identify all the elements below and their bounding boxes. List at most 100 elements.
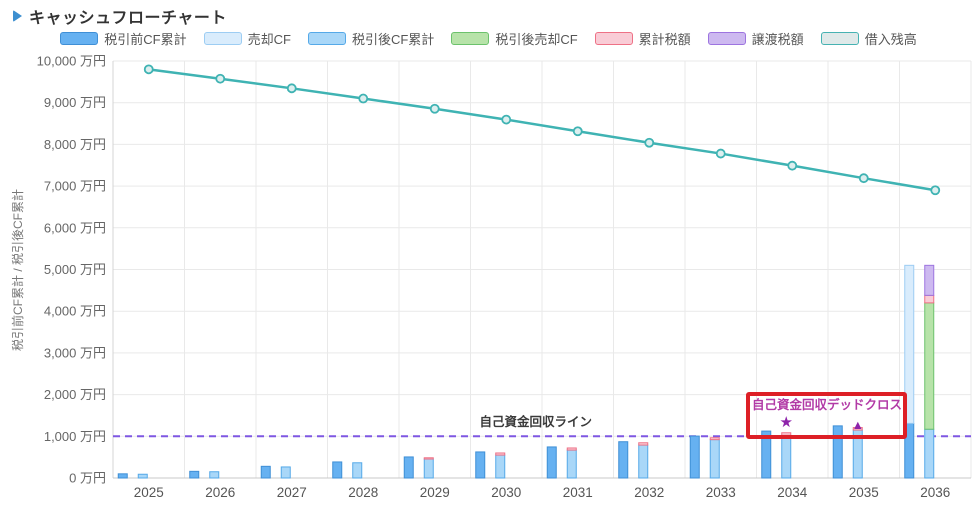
- bar-cumulative-tax-2030[interactable]: [495, 452, 506, 456]
- bar-cumulative-tax-2035[interactable]: [852, 427, 863, 431]
- legend-item-loan-balance[interactable]: 借入残高: [820, 29, 917, 48]
- bar-aftertax-cf-2034[interactable]: [781, 434, 792, 479]
- bar-pretax-cf-2035[interactable]: [832, 425, 843, 479]
- loan-balance-point-2035[interactable]: [858, 173, 869, 184]
- y-axis-title: 税引前CF累計 / 税引後CF累計: [10, 189, 25, 351]
- bar-aftertax-cf-2033[interactable]: [709, 439, 720, 479]
- legend-swatch-transfer-tax: [707, 32, 746, 45]
- dead-cross-star-icon: ★: [780, 414, 793, 431]
- legend-item-cumulative-tax[interactable]: 累計税額: [594, 29, 691, 48]
- x-tick-label: 2032: [634, 485, 664, 500]
- x-tick-label: 2028: [348, 485, 378, 500]
- loan-balance-point-2025[interactable]: [143, 64, 154, 75]
- legend-label: 累計税額: [638, 32, 691, 47]
- bar-pretax-cf-2029[interactable]: [403, 456, 414, 479]
- dead-cross-annotation-label: 自己資金回収デッドクロス: [752, 397, 902, 412]
- legend-swatch-sale-cf: [203, 32, 242, 45]
- legend-label: 税引前CF累計: [104, 32, 187, 47]
- y-tick-label: 9,000 万円: [44, 95, 106, 110]
- bar-cumulative-tax-2031[interactable]: [566, 447, 577, 451]
- legend-item-sale-cf[interactable]: 売却CF: [203, 29, 291, 48]
- loan-balance-point-2028[interactable]: [358, 93, 369, 104]
- x-tick-label: 2034: [777, 485, 808, 500]
- legend-item-pretax-cf[interactable]: 税引前CF累計: [60, 29, 187, 48]
- bar-transfer-tax-2036[interactable]: [924, 264, 935, 296]
- y-tick-label: 2,000 万円: [44, 387, 106, 402]
- legend-item-aftertax-cf[interactable]: 税引後CF累計: [307, 29, 434, 48]
- bar-pretax-cf-2027[interactable]: [260, 465, 271, 479]
- y-tick-label: 10,000 万円: [37, 54, 106, 69]
- legend-item-aftertax-sale-cf[interactable]: 税引後売却CF: [451, 29, 578, 48]
- page-header: キャッシュフローチャート: [13, 4, 227, 28]
- page-title: キャッシュフローチャート: [29, 10, 227, 27]
- loan-balance-point-2030[interactable]: [501, 114, 512, 125]
- section-arrow-icon: [13, 10, 22, 22]
- x-tick-label: 2027: [277, 485, 307, 500]
- bar-pretax-cf-2031[interactable]: [546, 446, 557, 479]
- legend-label: 売却CF: [247, 32, 291, 47]
- loan-balance-point-2034[interactable]: [787, 160, 798, 171]
- legend-swatch-loan-balance: [820, 32, 859, 45]
- legend-label: 借入残高: [864, 32, 917, 47]
- loan-balance-point-2029[interactable]: [429, 103, 440, 114]
- loan-balance-point-2031[interactable]: [572, 126, 583, 137]
- bar-cumulative-tax-2029[interactable]: [423, 457, 434, 460]
- bar-aftertax-cf-2025[interactable]: [137, 473, 148, 479]
- y-tick-label: 4,000 万円: [44, 304, 106, 319]
- x-tick-label: 2026: [205, 485, 235, 500]
- bar-aftertax-cf-2027[interactable]: [280, 466, 291, 479]
- loan-balance-line: [148, 68, 936, 192]
- y-tick-label: 3,000 万円: [44, 345, 106, 360]
- legend-label: 譲渡税額: [751, 32, 804, 47]
- y-tick-label: 1,000 万円: [44, 429, 106, 444]
- y-tick-label: 7,000 万円: [44, 179, 106, 194]
- y-tick-label: 8,000 万円: [44, 137, 106, 152]
- bar-aftertax-cf-2036[interactable]: [924, 428, 935, 479]
- bar-pretax-cf-2030[interactable]: [475, 451, 486, 479]
- legend-swatch-cumulative-tax: [594, 32, 633, 45]
- dead-cross-annotation-box: [746, 392, 907, 439]
- y-tick-label: 5,000 万円: [44, 262, 106, 277]
- loan-balance-point-2032[interactable]: [644, 137, 655, 148]
- capital-recovery-line-label: 自己資金回収ライン: [479, 414, 592, 429]
- bar-pretax-cf-2033[interactable]: [689, 435, 700, 479]
- bar-sale-cf-2036[interactable]: [904, 264, 915, 424]
- x-tick-label: 2031: [563, 485, 593, 500]
- bar-cumulative-tax-2036[interactable]: [924, 294, 935, 304]
- legend-label: 税引後売却CF: [495, 32, 578, 47]
- bar-aftertax-cf-2029[interactable]: [423, 458, 434, 479]
- bar-cumulative-tax-2032[interactable]: [638, 442, 649, 446]
- legend-swatch-aftertax-sale-cf: [451, 32, 490, 45]
- bar-aftertax-cf-2026[interactable]: [209, 471, 220, 479]
- x-tick-label: 2030: [491, 485, 521, 500]
- bar-aftertax-sale-cf-2036[interactable]: [924, 302, 935, 430]
- bar-aftertax-cf-2032[interactable]: [638, 444, 649, 479]
- bar-aftertax-cf-2030[interactable]: [495, 454, 506, 479]
- loan-balance-point-2036[interactable]: [930, 185, 941, 196]
- x-tick-label: 2035: [849, 485, 879, 500]
- chart-legend: 税引前CF累計 売却CF 税引後CF累計 税引後売却CF 累計税額 譲渡税額 借入残高: [0, 29, 977, 48]
- bar-pretax-cf-2032[interactable]: [618, 441, 629, 479]
- x-tick-label: 2036: [920, 485, 950, 500]
- bar-pretax-cf-2025[interactable]: [117, 473, 128, 479]
- bar-cumulative-tax-2034[interactable]: [781, 432, 792, 436]
- bar-pretax-cf-2028[interactable]: [332, 461, 343, 479]
- x-tick-label: 2029: [420, 485, 450, 500]
- legend-swatch-aftertax-cf: [307, 32, 346, 45]
- bar-pretax-cf-2026[interactable]: [189, 470, 200, 479]
- x-tick-label: 2025: [134, 485, 164, 500]
- dead-cross-triangle-icon: ▲: [852, 418, 864, 432]
- loan-balance-point-2026[interactable]: [215, 73, 226, 84]
- legend-item-transfer-tax[interactable]: 譲渡税額: [707, 29, 804, 48]
- y-tick-label: 0 万円: [69, 471, 106, 486]
- bar-aftertax-cf-2028[interactable]: [352, 462, 363, 479]
- loan-balance-point-2027[interactable]: [286, 83, 297, 94]
- legend-swatch-pretax-cf: [60, 32, 99, 45]
- bar-aftertax-cf-2031[interactable]: [566, 449, 577, 479]
- x-tick-label: 2033: [706, 485, 736, 500]
- bar-cumulative-tax-2033[interactable]: [709, 437, 720, 441]
- loan-balance-point-2033[interactable]: [715, 148, 726, 159]
- bar-pretax-cf-2034[interactable]: [761, 430, 772, 479]
